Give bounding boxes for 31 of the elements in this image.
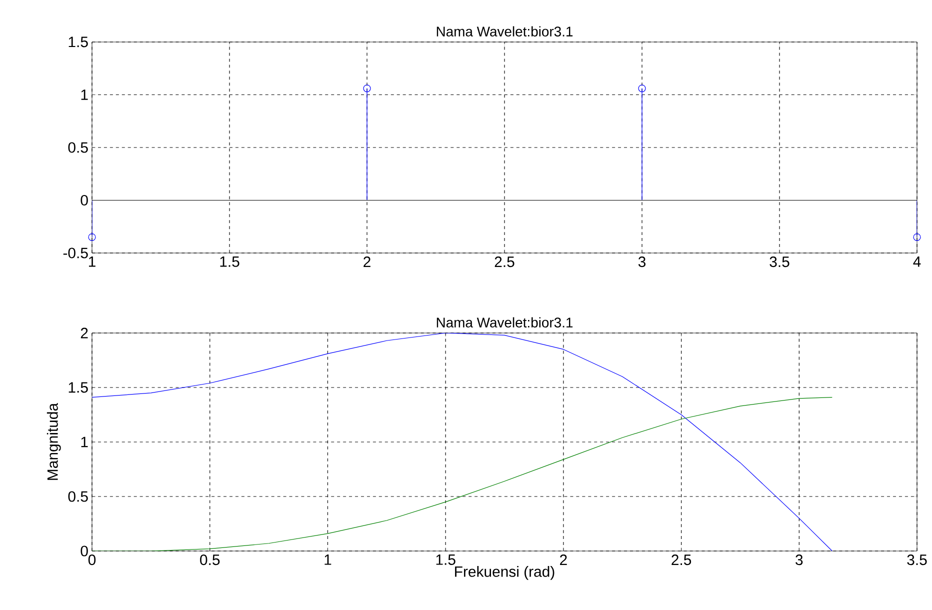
y-tick-label: -0.5	[63, 248, 88, 258]
x-tick-label: 2	[560, 554, 567, 565]
y-tick-label: 0.5	[68, 142, 88, 153]
chart-title: Nama Wavelet:bior3.1	[436, 26, 573, 36]
y-tick-label: 0	[80, 546, 88, 556]
x-tick-label: 4	[913, 256, 921, 267]
x-tick-label: 2.5	[494, 256, 514, 268]
line-series	[92, 397, 832, 551]
y-tick-label: 1.5	[68, 382, 88, 393]
y-tick-label: 2	[80, 328, 88, 338]
x-tick-label: 2	[364, 256, 370, 267]
y-tick-label: 1	[81, 90, 88, 100]
x-tick-label: 0	[88, 554, 96, 566]
x-tick-label: 2.5	[672, 554, 692, 566]
chart-title: Nama Wavelet:bior3.1	[436, 317, 573, 328]
x-tick-label: 1	[88, 256, 96, 267]
x-tick-label: 3.5	[907, 554, 927, 566]
y-tick-label: 1.5	[68, 36, 88, 48]
line-series	[92, 332, 832, 551]
y-tick-label: 1	[81, 436, 88, 448]
x-tick-label: 3	[638, 256, 646, 268]
x-tick-label: 1.5	[436, 554, 456, 565]
x-tick-label: 0.5	[200, 554, 220, 566]
x-tick-label: 1.5	[220, 256, 240, 267]
x-tick-label: 3.5	[770, 256, 790, 268]
y-axis-title: Mangnituda	[46, 402, 61, 480]
y-tick-label: 0	[80, 194, 88, 206]
y-tick-label: 0.5	[68, 491, 88, 502]
x-axis-title: Frekuensi (rad)	[455, 566, 554, 580]
x-tick-label: 1	[324, 554, 332, 565]
x-tick-label: 3	[796, 554, 803, 566]
